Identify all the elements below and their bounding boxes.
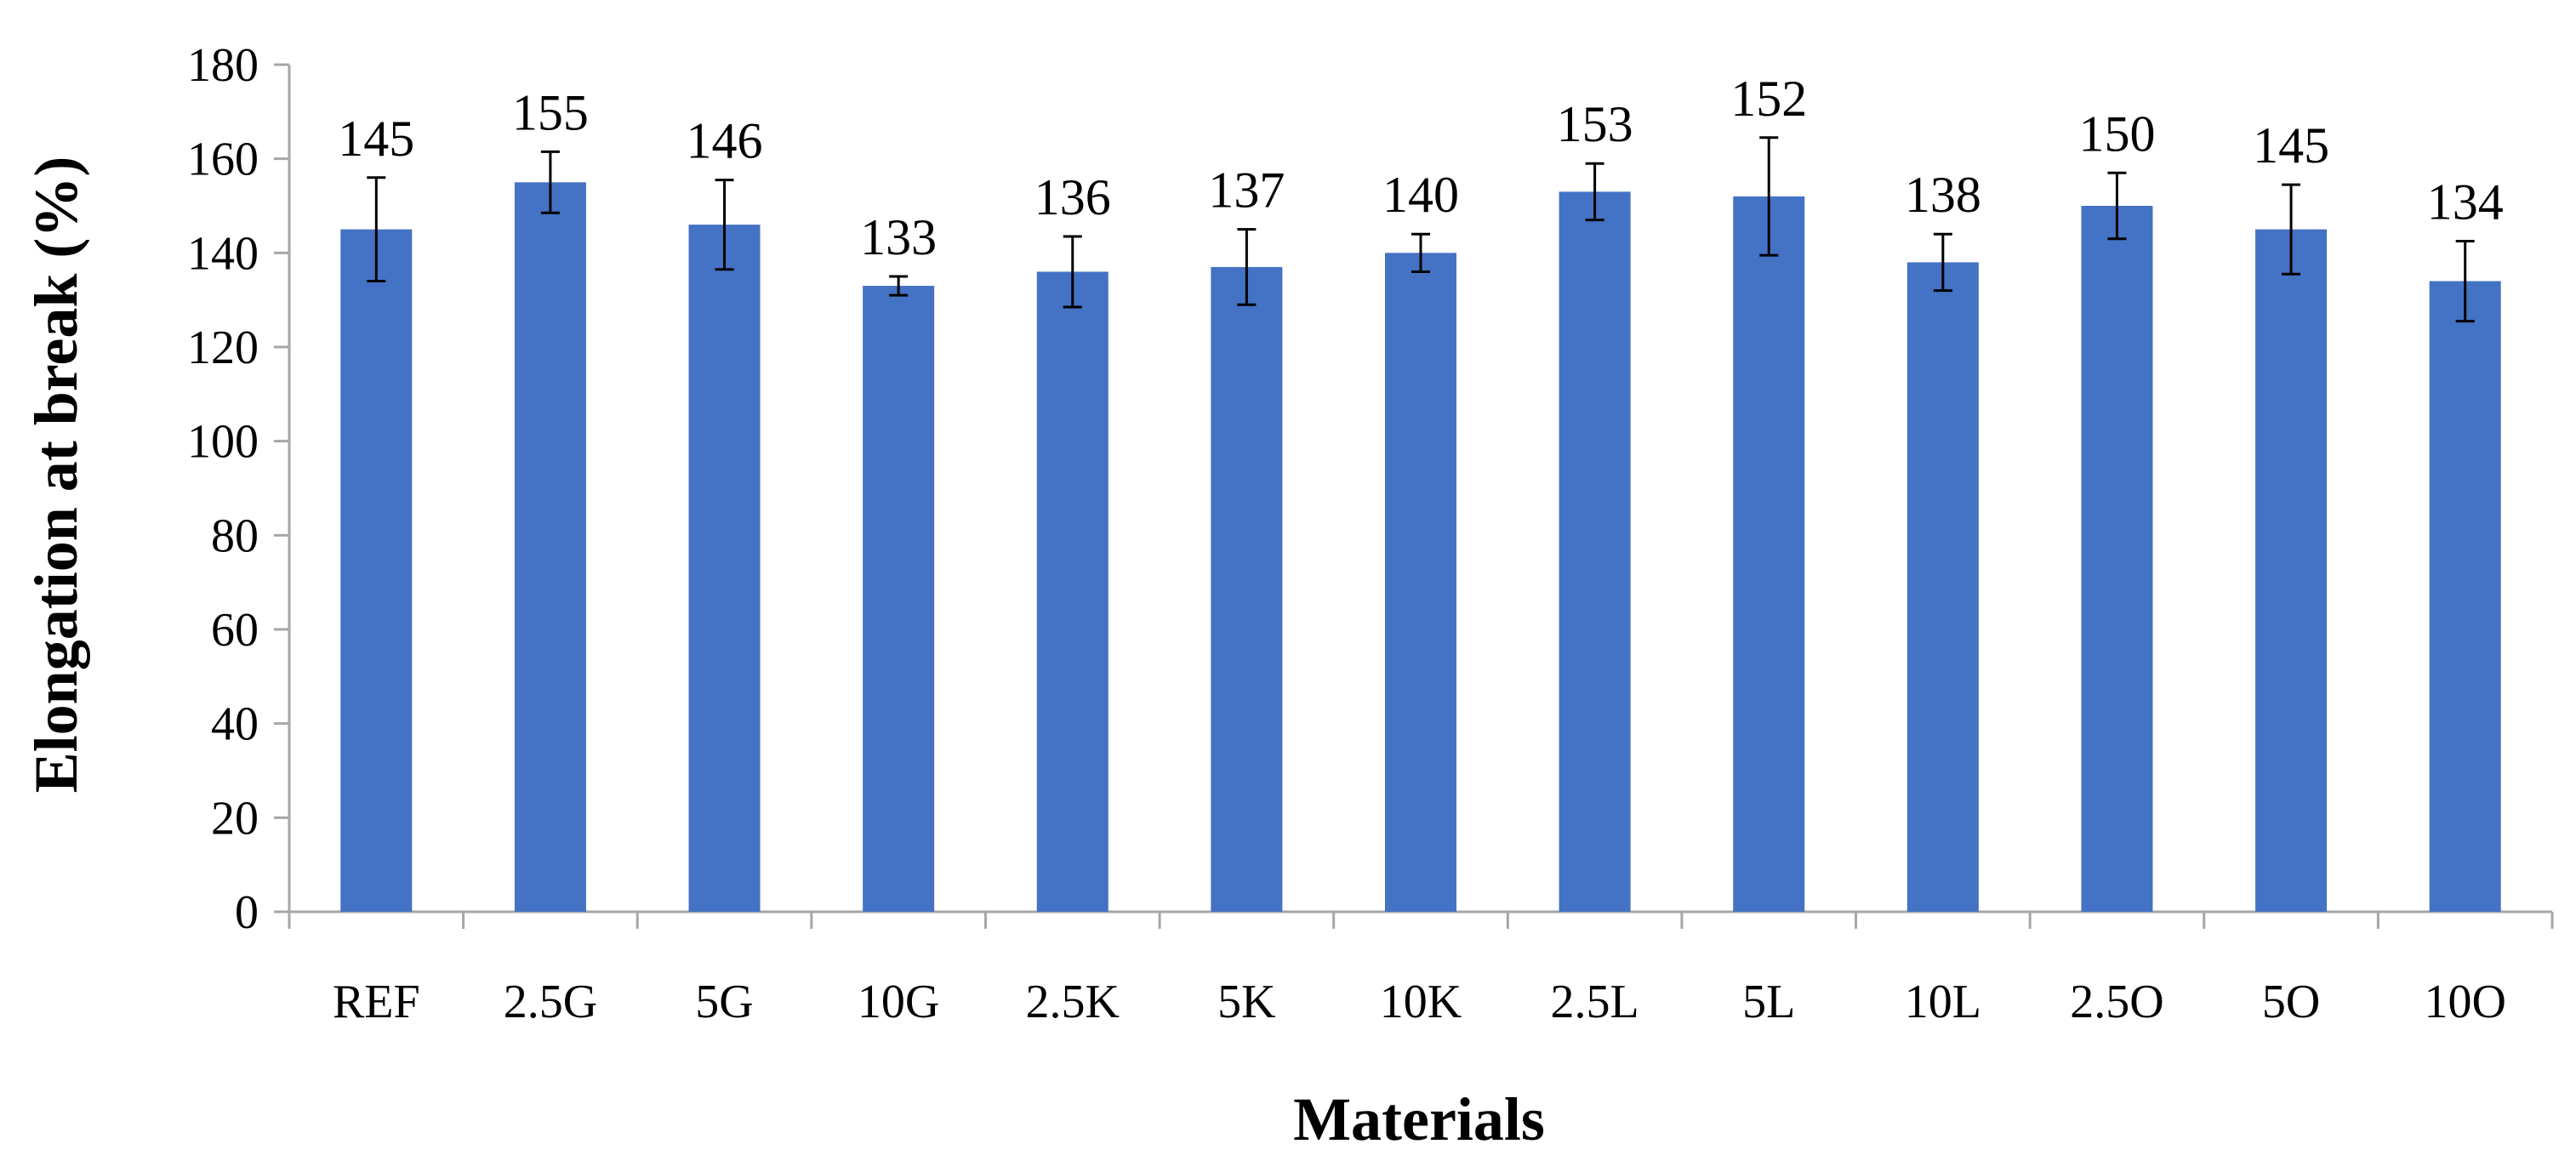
x-tick-label: 10L (1905, 976, 1981, 1028)
y-tick-label: 120 (187, 322, 259, 374)
data-label: 145 (2253, 117, 2329, 174)
x-tick-label: 5O (2262, 976, 2320, 1028)
data-label: 133 (860, 209, 937, 265)
y-axis-title: Elongation at break (%) (22, 157, 90, 794)
x-axis: REF 2.5G 5G 10G 2.5K 5K 10K 2.5L 5L 10L 2.5O 5O 10O (288, 910, 2554, 1028)
x-tick-label: REF (333, 976, 420, 1028)
y-tick-label: 140 (187, 227, 259, 280)
y-tick-label: 100 (187, 416, 259, 469)
data-label: 138 (1905, 167, 1981, 223)
x-tick-label: 10O (2424, 976, 2505, 1028)
data-label: 146 (687, 113, 763, 169)
data-label: 137 (1208, 162, 1285, 219)
bar (514, 182, 586, 913)
error-bars (367, 136, 2475, 323)
bar (1906, 262, 1979, 912)
bar (1733, 196, 1805, 912)
bar (1036, 271, 1108, 912)
x-tick-label: 2.5K (1026, 976, 1120, 1028)
y-tick-label: 180 (187, 39, 259, 92)
y-axis: 0 20 40 60 80 100 120 140 160 180 (187, 39, 291, 939)
bars (340, 182, 2501, 913)
x-tick-label: 2.5G (504, 976, 597, 1028)
bar (2429, 281, 2501, 912)
y-tick-label: 0 (235, 886, 259, 939)
data-label: 152 (1730, 71, 1807, 127)
bar (1211, 266, 1283, 912)
bar (2081, 206, 2153, 912)
x-axis-title: Materials (1293, 1085, 1545, 1153)
y-tick-label: 80 (211, 509, 259, 562)
x-tick-label: 5L (1742, 976, 1795, 1028)
y-tick-label: 160 (187, 134, 259, 186)
x-tick-label: 5G (695, 976, 753, 1028)
bar (2255, 229, 2328, 913)
data-label: 150 (2078, 105, 2155, 162)
bar (688, 225, 761, 913)
bar (340, 229, 413, 913)
data-label: 136 (1034, 169, 1111, 225)
data-label: 145 (338, 111, 414, 167)
x-tick-label: 2.5L (1551, 976, 1639, 1028)
data-label: 140 (1382, 167, 1459, 223)
y-tick-label: 40 (211, 698, 259, 751)
y-tick-label: 60 (211, 604, 259, 657)
data-label: 153 (1557, 96, 1633, 152)
x-tick-label: 2.5O (2070, 976, 2163, 1028)
x-tick-label: 5K (1217, 976, 1275, 1028)
x-tick-label: 10K (1380, 976, 1462, 1028)
data-label: 134 (2427, 174, 2504, 230)
y-tick-label: 20 (211, 792, 259, 845)
data-labels: 145 155 146 133 136 137 140 153 152 138 150 145 134 (338, 71, 2503, 265)
bar (863, 286, 935, 913)
x-tick-label: 10G (858, 976, 939, 1028)
bar (1559, 191, 1631, 912)
data-label: 155 (512, 84, 589, 140)
bar (1385, 253, 1456, 912)
